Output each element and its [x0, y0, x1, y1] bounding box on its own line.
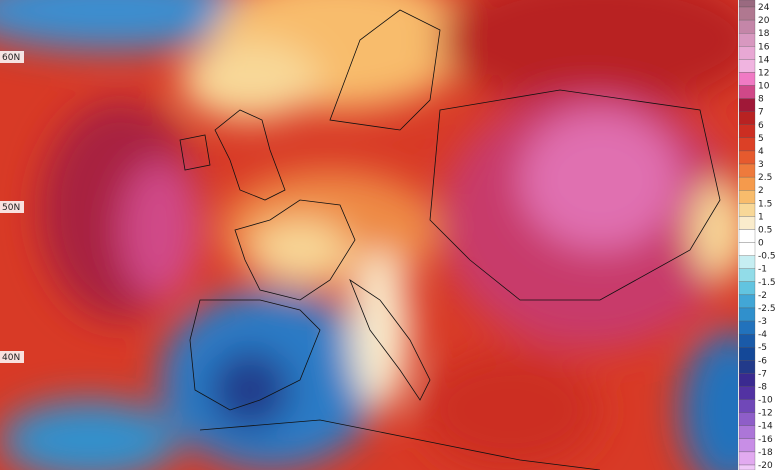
colorbar-swatch [738, 176, 756, 191]
colorbar-label: -20 [758, 461, 773, 470]
colorbar-swatch [738, 59, 756, 73]
colorbar-label: 24 [758, 3, 770, 13]
colorbar-swatch [738, 451, 756, 466]
colorbar-swatch [738, 399, 756, 413]
colorbar-label: 8 [758, 95, 764, 105]
colorbar-swatch [738, 438, 756, 453]
colorbar-label: 1 [758, 212, 764, 222]
colorbar-swatch [738, 6, 756, 21]
colorbar-label: 6 [758, 121, 764, 131]
colorbar-swatch [738, 203, 756, 217]
colorbar-label: 1.5 [758, 199, 772, 209]
colorbar-swatch [738, 347, 756, 361]
colorbar-label: -6 [758, 356, 767, 366]
colorbar-swatch [738, 294, 756, 309]
colorbar-label: -4 [758, 330, 767, 340]
colorbar-swatch [738, 307, 756, 322]
colorbar-swatch [738, 46, 756, 60]
colorbar-label: -2.5 [758, 304, 776, 314]
colorbar-swatch [738, 360, 756, 374]
colorbar-swatch [738, 268, 756, 282]
colorbar-swatch [738, 216, 756, 230]
colorbar-label: 18 [758, 29, 770, 39]
colorbar-label: 16 [758, 42, 770, 52]
colorbar-swatch [738, 124, 756, 139]
colorbar-swatch [738, 386, 756, 400]
colorbar-swatch [738, 373, 756, 387]
colorbar-label: 0.5 [758, 225, 772, 235]
colorbar-swatch [738, 72, 756, 86]
colorbar-swatch [738, 229, 756, 243]
colorbar-label: -8 [758, 382, 767, 392]
colorbar-label: 7 [758, 108, 764, 118]
colorbar-swatch [738, 333, 756, 348]
colorbar-label: 5 [758, 134, 764, 144]
colorbar-swatch [738, 163, 756, 178]
colorbar-label: 20 [758, 16, 770, 26]
colorbar-label: -2 [758, 291, 767, 301]
colorbar-label: -5 [758, 343, 767, 353]
colorbar-swatch [738, 98, 756, 112]
colorbar-swatch [738, 425, 756, 439]
colorbar-swatch [738, 111, 756, 125]
colorbar-label: 2 [758, 186, 764, 196]
colorbar-label: 10 [758, 82, 770, 92]
colorbar-label: 12 [758, 68, 769, 78]
colorbar-swatch [738, 137, 756, 152]
colorbar-label: -7 [758, 369, 767, 379]
colorbar-label: 0 [758, 239, 764, 249]
colorbar-label: 3 [758, 160, 764, 170]
colorbar-label: -12 [758, 409, 773, 419]
colorbar-swatch [738, 464, 756, 471]
colorbar-swatch [738, 320, 756, 335]
colorbar-swatch [738, 242, 756, 256]
colorbar-swatch [738, 255, 756, 269]
colorbar-label: 2.5 [758, 173, 772, 183]
colorbar-swatch [738, 150, 756, 165]
lat-label-bg [0, 201, 24, 213]
colorbar-label: -16 [758, 435, 773, 445]
colorbar-swatch [738, 190, 756, 204]
colorbar-label: -18 [758, 448, 773, 458]
colorbar-swatch [738, 19, 756, 34]
colorbar-label: -1 [758, 265, 767, 275]
colorbar-swatch [738, 33, 756, 47]
colorbar-label: -14 [758, 422, 773, 432]
lat-label: 50N [2, 203, 20, 213]
colorbar-swatch [738, 412, 756, 426]
lat-label: 40N [2, 353, 20, 363]
colorbar-label: -0.5 [758, 252, 776, 262]
colorbar-swatch [738, 0, 756, 8]
colorbar-swatch [738, 281, 756, 296]
colorbar-label: 14 [758, 55, 770, 65]
lat-label: 60N [2, 53, 20, 63]
colorbar-label: -1.5 [758, 278, 776, 288]
colorbar-label: 4 [758, 147, 764, 157]
colorbar-label: -3 [758, 317, 767, 327]
colorbar-swatch [738, 85, 756, 99]
lat-label-bg [0, 51, 24, 63]
colorbar-label: -10 [758, 396, 773, 406]
coastlines [179, 9, 721, 470]
lat-label-bg [0, 351, 24, 363]
